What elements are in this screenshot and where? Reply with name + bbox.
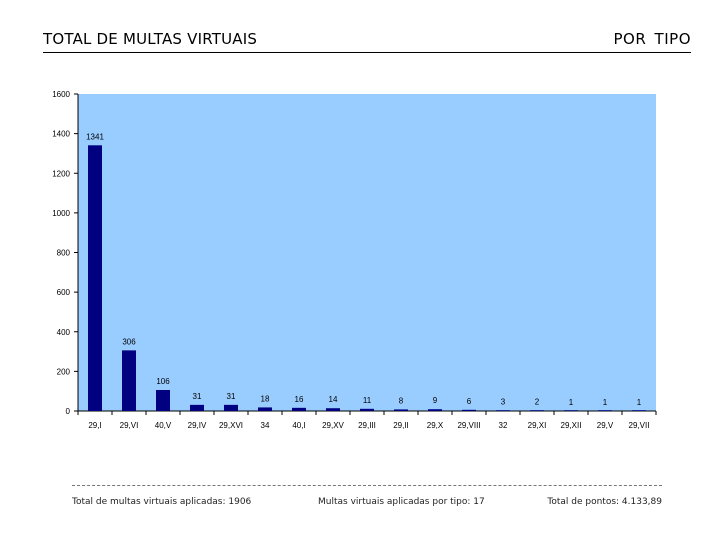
data-label: 1 <box>603 398 608 407</box>
data-label: 11 <box>363 396 372 405</box>
bar <box>598 410 612 411</box>
data-label: 3 <box>501 397 506 406</box>
x-tick-label: 29,I <box>88 421 101 430</box>
x-tick-label: 29,X <box>427 421 444 430</box>
bar <box>258 407 272 411</box>
x-tick-label: 29,III <box>358 421 376 430</box>
x-tick-label: 29,XII <box>561 421 582 430</box>
bar-chart: 0200400600800100012001400160029,I134129,… <box>52 90 657 430</box>
y-tick-label: 400 <box>57 328 71 337</box>
data-label: 1 <box>637 398 642 407</box>
footer-total-pontos: Total de pontos: 4.133,89 <box>547 497 662 507</box>
y-tick-label: 600 <box>57 288 71 297</box>
footer-total-multas: Total de multas virtuais aplicadas: 1906 <box>72 497 252 507</box>
data-label: 8 <box>399 396 404 405</box>
x-tick-label: 34 <box>261 421 270 430</box>
bar <box>88 145 102 411</box>
bar <box>462 409 476 411</box>
bar <box>564 410 578 411</box>
bar <box>632 410 646 411</box>
x-tick-label: 29,XVI <box>219 421 243 430</box>
x-tick-label: 29,VII <box>629 421 650 430</box>
data-label: 18 <box>261 394 270 403</box>
x-tick-label: 29,XI <box>528 421 547 430</box>
bar <box>224 404 238 411</box>
bar <box>122 350 136 411</box>
y-tick-label: 800 <box>57 249 71 258</box>
data-label: 6 <box>467 397 472 406</box>
y-tick-label: 0 <box>66 407 71 416</box>
x-tick-label: 29,VIII <box>457 421 480 430</box>
header: TOTAL DE MULTAS VIRTUAIS POR TIPO <box>43 30 691 53</box>
y-tick-label: 200 <box>57 367 71 376</box>
bar <box>496 410 510 411</box>
data-label: 306 <box>122 337 136 346</box>
x-tick-label: 29,VI <box>120 421 139 430</box>
x-tick-label: 29,II <box>393 421 409 430</box>
data-label: 2 <box>535 398 540 407</box>
data-label: 16 <box>295 395 304 404</box>
bar <box>394 409 408 411</box>
x-tick-label: 29,XV <box>322 421 344 430</box>
data-label: 106 <box>156 377 170 386</box>
y-tick-label: 1200 <box>52 169 70 178</box>
y-tick-label: 1400 <box>52 130 70 139</box>
x-tick-label: 32 <box>499 421 508 430</box>
data-label: 1341 <box>86 132 104 141</box>
bar <box>530 410 544 411</box>
data-label: 9 <box>433 396 438 405</box>
page-subtitle: POR TIPO <box>613 30 691 48</box>
x-tick-label: 29,IV <box>188 421 207 430</box>
data-label: 14 <box>329 395 338 404</box>
plot-area <box>78 94 656 411</box>
bar <box>428 409 442 411</box>
data-label: 31 <box>193 392 202 401</box>
x-tick-label: 40,V <box>155 421 172 430</box>
bar <box>190 404 204 411</box>
bar <box>360 408 374 411</box>
bar <box>292 407 306 411</box>
data-label: 1 <box>569 398 574 407</box>
y-tick-label: 1000 <box>52 209 70 218</box>
data-label: 31 <box>227 392 236 401</box>
page-title: TOTAL DE MULTAS VIRTUAIS <box>43 30 258 48</box>
x-tick-label: 40,I <box>292 421 305 430</box>
footer-divider <box>72 485 662 486</box>
bar <box>156 389 170 411</box>
footer-multas-por-tipo: Multas virtuais aplicadas por tipo: 17 <box>318 497 485 507</box>
y-tick-label: 1600 <box>52 90 70 99</box>
x-tick-label: 29,V <box>597 421 614 430</box>
bar <box>326 408 340 411</box>
